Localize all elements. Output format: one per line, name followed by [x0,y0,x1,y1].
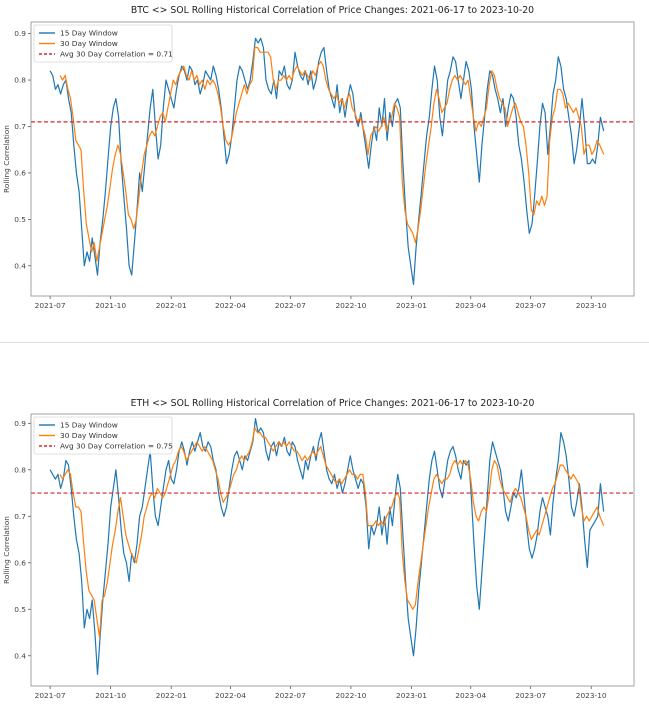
y-tick-label: 0.8 [14,76,26,85]
btc-sol-correlation-chart: BTC <> SOL Rolling Historical Correlatio… [0,0,649,320]
y-tick-label: 0.6 [14,169,26,178]
chart-title: ETH <> SOL Rolling Historical Correlatio… [131,398,535,409]
y-tick-label: 0.6 [14,558,26,567]
x-tick-label: 2022-07 [275,301,306,310]
series-line-30-day-window [59,46,605,262]
chart-svg: ETH <> SOL Rolling Historical Correlatio… [2,398,635,700]
x-tick-label: 2021-07 [35,301,66,310]
x-tick-label: 2022-01 [156,301,187,310]
legend-entry-15-day: 15 Day Window [60,421,118,430]
chart-title: BTC <> SOL Rolling Historical Correlatio… [131,5,534,16]
y-tick-label: 0.4 [14,261,26,270]
legend-box [33,416,173,455]
x-tick-label: 2022-04 [215,301,246,310]
y-tick-label: 0.5 [14,605,26,614]
y-tick-label: 0.9 [14,29,26,38]
y-tick-label: 0.7 [14,512,26,521]
y-tick-label: 0.5 [14,215,26,224]
x-tick-label: 2023-04 [455,301,486,310]
axes-frame [30,21,635,297]
x-tick-label: 2021-10 [95,691,126,700]
x-tick-label: 2022-07 [275,691,306,700]
y-tick-label: 0.7 [14,122,26,131]
legend-entry-avg: Avg 30 Day Correlation = 0.71 [60,50,173,59]
x-tick-label: 2022-04 [215,691,246,700]
y-tick-label: 0.8 [14,465,26,474]
series-line-30-day-window [59,427,605,638]
x-tick-label: 2023-10 [576,691,607,700]
x-tick-label: 2021-07 [35,691,66,700]
series-line-15-day-window [49,37,605,285]
y-axis-label: Rolling Correlation [2,516,11,584]
x-tick-label: 2022-01 [156,691,187,700]
x-tick-label: 2023-07 [515,691,546,700]
x-tick-label: 2023-04 [455,691,486,700]
legend-entry-30-day: 30 Day Window [60,39,118,48]
x-tick-label: 2023-07 [515,301,546,310]
legend-entry-avg: Avg 30 Day Correlation = 0.75 [60,442,173,451]
series-line-15-day-window [49,418,605,675]
x-tick-label: 2022-10 [335,691,366,700]
x-tick-label: 2023-01 [396,691,427,700]
x-tick-label: 2021-10 [95,301,126,310]
y-tick-label: 0.9 [14,419,26,428]
y-axis-label: Rolling Correlation [2,125,11,193]
chart-svg: BTC <> SOL Rolling Historical Correlatio… [2,5,635,310]
x-tick-label: 2023-10 [576,301,607,310]
legend-entry-30-day: 30 Day Window [60,431,118,440]
legend-box [33,24,173,63]
eth-sol-correlation-chart: ETH <> SOL Rolling Historical Correlatio… [0,392,649,710]
y-tick-label: 0.4 [14,651,26,660]
legend-entry-15-day: 15 Day Window [60,29,118,38]
x-tick-label: 2023-01 [396,301,427,310]
x-tick-label: 2022-10 [335,301,366,310]
axes-frame [30,413,635,687]
chart-divider [0,342,649,343]
